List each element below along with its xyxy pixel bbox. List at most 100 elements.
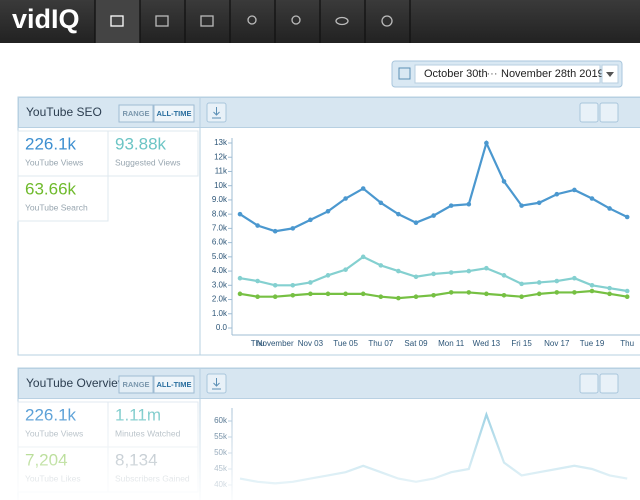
nav [94, 0, 411, 43]
chart-tool[interactable] [599, 102, 619, 123]
data-point [290, 283, 296, 288]
data-point [536, 291, 542, 297]
data-point [501, 292, 507, 298]
data-point [413, 294, 419, 299]
data-point [308, 217, 313, 223]
icon-search[interactable] [291, 15, 301, 25]
data-point [290, 292, 296, 298]
data-point [536, 200, 542, 206]
data-point [466, 290, 472, 295]
y-tick-label: 8.0k [212, 209, 228, 218]
stat-cell [17, 175, 109, 222]
data-point [448, 290, 454, 295]
y-tick-label: 3.0k [212, 280, 228, 289]
toggle-button[interactable] [118, 104, 154, 123]
stat-label: YouTube Search [25, 202, 88, 212]
data-point [431, 213, 436, 218]
y-tick-label: 10k [214, 181, 228, 190]
toggle-label: RANGE [122, 109, 149, 118]
date-field[interactable] [414, 64, 601, 84]
data-point [308, 291, 313, 297]
data-point [624, 288, 630, 294]
nav-active[interactable] [95, 0, 140, 43]
x-tick-label: Nov 03 [298, 339, 324, 348]
icon-eye[interactable] [335, 16, 349, 26]
x-tick-label: Wed 13 [473, 339, 501, 348]
icon-plus[interactable] [381, 15, 393, 27]
data-point [413, 274, 419, 280]
data-point [290, 226, 296, 231]
data-point [237, 291, 243, 297]
data-point [448, 270, 454, 275]
data-point [484, 140, 489, 146]
date-end: November 28th 2019 [501, 68, 604, 80]
y-tick-label: 0.0 [216, 323, 228, 332]
data-point [378, 294, 384, 299]
data-point [396, 268, 401, 274]
data-point [466, 201, 472, 207]
x-tick-label: Mon 11 [438, 339, 465, 348]
data-point [255, 294, 260, 299]
toggle-button[interactable] [153, 375, 195, 394]
data-point [360, 291, 366, 297]
logo[interactable]: vidIQ [12, 4, 80, 34]
data-point [624, 214, 630, 220]
y-tick-label: 13k [214, 138, 228, 147]
stat-value: 93.88k [115, 134, 167, 153]
data-point [519, 294, 524, 299]
data-point [343, 291, 348, 297]
data-point [255, 278, 260, 284]
stat-value: 226.1k [25, 134, 77, 153]
toggle-button[interactable] [153, 104, 195, 123]
y-tick-label: 6.0k [212, 238, 228, 247]
data-point [554, 278, 560, 284]
x-tick-label: Sat 09 [404, 339, 428, 348]
icon-users[interactable] [247, 15, 257, 25]
stat-value: 63.66k [25, 179, 77, 198]
data-point [572, 275, 577, 281]
data-point [519, 281, 524, 287]
dropdown-arrow [606, 72, 614, 77]
data-point [501, 273, 507, 278]
icon-stats[interactable] [110, 15, 124, 27]
data-point [589, 196, 595, 201]
data-point [431, 271, 436, 277]
data-point [343, 196, 348, 201]
data-point [519, 203, 524, 208]
icon-video[interactable] [155, 15, 169, 27]
data-point [448, 203, 454, 208]
data-point [607, 291, 612, 297]
data-point [237, 275, 243, 281]
data-point [237, 211, 243, 217]
data-point [396, 211, 401, 217]
data-point [589, 283, 595, 288]
y-tick-label: 2.0k [212, 295, 228, 304]
data-point [378, 200, 384, 206]
x-tick-label: Thu [620, 339, 634, 348]
chart-tool[interactable] [579, 102, 599, 123]
data-point [325, 273, 331, 278]
panel-header [18, 97, 640, 128]
date-separator: ··· [487, 68, 498, 80]
y-tick-label: 7.0k [212, 223, 228, 232]
calendar-icon [398, 67, 411, 80]
data-point [413, 220, 419, 225]
data-point [325, 291, 331, 297]
data-point [607, 285, 612, 291]
data-point [308, 280, 313, 285]
data-point [396, 295, 401, 301]
data-point [255, 223, 260, 228]
toggle-button[interactable] [118, 375, 154, 394]
data-point [378, 263, 384, 268]
x-tick-label: Thu [251, 339, 265, 348]
data-point [343, 267, 348, 272]
data-point [554, 290, 560, 295]
chart-tool[interactable] [579, 373, 599, 394]
icon-list[interactable] [200, 15, 214, 27]
chart-tool[interactable] [599, 373, 619, 394]
toggle-label: ALL-TIME [157, 380, 192, 389]
x-tick-label: Thu 07 [368, 339, 393, 348]
x-tick-label: Tue 05 [333, 339, 358, 348]
download-icon [212, 378, 221, 390]
